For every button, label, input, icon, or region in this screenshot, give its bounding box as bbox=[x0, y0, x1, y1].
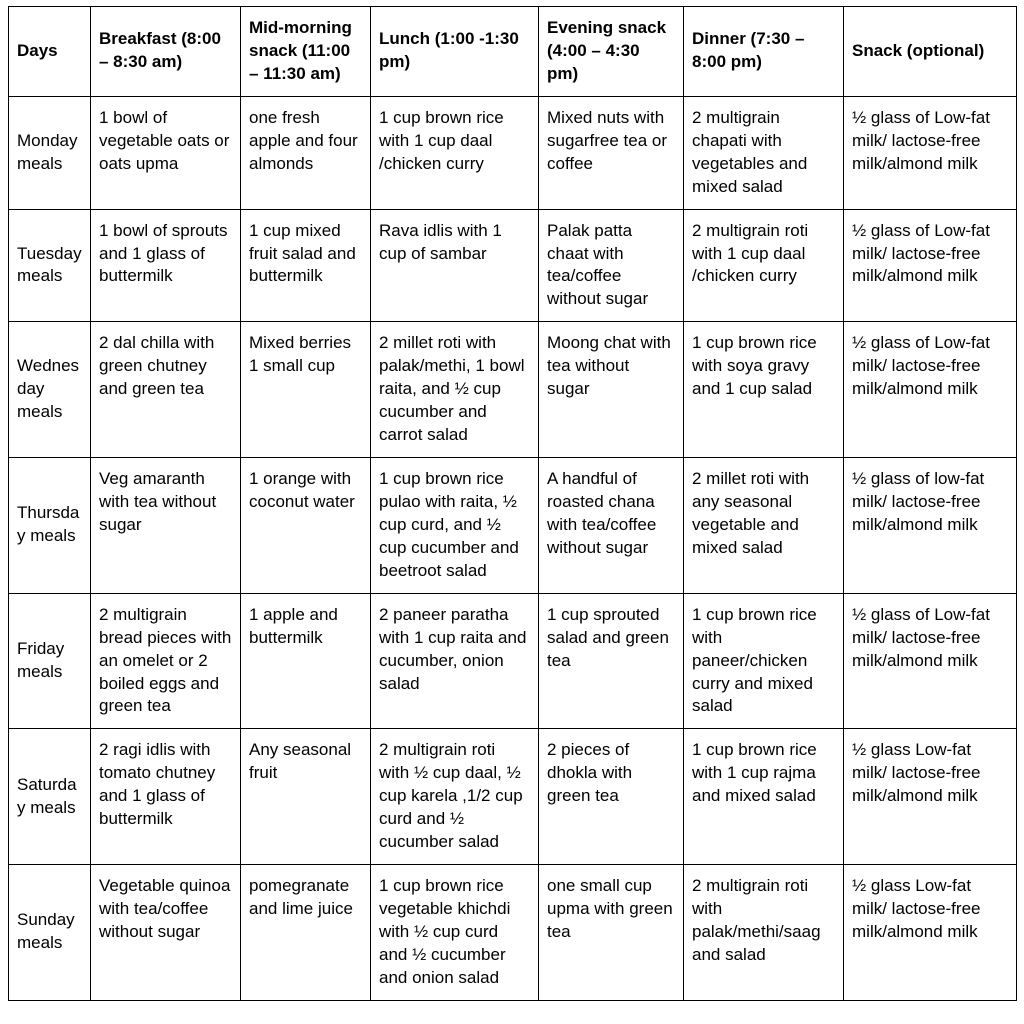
col-dinner: Dinner (7:30 – 8:00 pm) bbox=[684, 7, 844, 97]
col-optional-snack: Snack (optional) bbox=[844, 7, 1017, 97]
cell-breakfast: 1 bowl of sprouts and 1 glass of butterm… bbox=[91, 209, 241, 322]
table-body: Monday meals 1 bowl of vegetable oats or… bbox=[9, 96, 1017, 1000]
cell-breakfast: 2 dal chilla with green chutney and gree… bbox=[91, 322, 241, 458]
cell-mid-morning: pomegranate and lime juice bbox=[241, 865, 371, 1001]
cell-mid-morning: Mixed berries 1 small cup bbox=[241, 322, 371, 458]
cell-evening-snack: 2 pieces of dhokla with green tea bbox=[539, 729, 684, 865]
cell-evening-snack: Mixed nuts with sugarfree tea or coffee bbox=[539, 96, 684, 209]
header-row: Days Breakfast (8:00 – 8:30 am) Mid-morn… bbox=[9, 7, 1017, 97]
cell-optional-snack: ½ glass Low-fat milk/ lactose-free milk/… bbox=[844, 729, 1017, 865]
cell-breakfast: 2 multigrain bread pieces with an omelet… bbox=[91, 593, 241, 729]
cell-dinner: 2 multigrain chapati with vegetables and… bbox=[684, 96, 844, 209]
table-row: Wednesday meals 2 dal chilla with green … bbox=[9, 322, 1017, 458]
cell-dinner: 2 multigrain roti with 1 cup daal /chick… bbox=[684, 209, 844, 322]
cell-evening-snack: 1 cup sprouted salad and green tea bbox=[539, 593, 684, 729]
cell-optional-snack: ½ glass of Low-fat milk/ lactose-free mi… bbox=[844, 96, 1017, 209]
cell-lunch: 2 millet roti with palak/methi, 1 bowl r… bbox=[371, 322, 539, 458]
cell-day: Friday meals bbox=[9, 593, 91, 729]
cell-mid-morning: one fresh apple and four almonds bbox=[241, 96, 371, 209]
cell-dinner: 1 cup brown rice with soya gravy and 1 c… bbox=[684, 322, 844, 458]
col-mid-morning: Mid-morning snack (11:00 – 11:30 am) bbox=[241, 7, 371, 97]
col-days: Days bbox=[9, 7, 91, 97]
cell-evening-snack: A handful of roasted chana with tea/coff… bbox=[539, 458, 684, 594]
cell-mid-morning: Any seasonal fruit bbox=[241, 729, 371, 865]
table-row: Friday meals 2 multigrain bread pieces w… bbox=[9, 593, 1017, 729]
cell-lunch: 2 paneer paratha with 1 cup raita and cu… bbox=[371, 593, 539, 729]
cell-dinner: 2 multigrain roti with palak/methi/saag … bbox=[684, 865, 844, 1001]
cell-lunch: 2 multigrain roti with ½ cup daal, ½ cup… bbox=[371, 729, 539, 865]
col-breakfast: Breakfast (8:00 – 8:30 am) bbox=[91, 7, 241, 97]
cell-breakfast: Veg amaranth with tea without sugar bbox=[91, 458, 241, 594]
cell-optional-snack: ½ glass of low-fat milk/ lactose-free mi… bbox=[844, 458, 1017, 594]
cell-mid-morning: 1 cup mixed fruit salad and buttermilk bbox=[241, 209, 371, 322]
table-row: Thursday meals Veg amaranth with tea wit… bbox=[9, 458, 1017, 594]
table-row: Saturday meals 2 ragi idlis with tomato … bbox=[9, 729, 1017, 865]
cell-breakfast: 1 bowl of vegetable oats or oats upma bbox=[91, 96, 241, 209]
cell-mid-morning: 1 orange with coconut water bbox=[241, 458, 371, 594]
cell-evening-snack: one small cup upma with green tea bbox=[539, 865, 684, 1001]
cell-day: Thursday meals bbox=[9, 458, 91, 594]
table-row: Tuesday meals 1 bowl of sprouts and 1 gl… bbox=[9, 209, 1017, 322]
meal-plan-table: Days Breakfast (8:00 – 8:30 am) Mid-morn… bbox=[8, 6, 1017, 1001]
cell-evening-snack: Moong chat with tea without sugar bbox=[539, 322, 684, 458]
cell-day: Saturday meals bbox=[9, 729, 91, 865]
col-lunch: Lunch (1:00 -1:30 pm) bbox=[371, 7, 539, 97]
table-row: Monday meals 1 bowl of vegetable oats or… bbox=[9, 96, 1017, 209]
cell-day: Sunday meals bbox=[9, 865, 91, 1001]
cell-dinner: 2 millet roti with any seasonal vegetabl… bbox=[684, 458, 844, 594]
cell-dinner: 1 cup brown rice with paneer/chicken cur… bbox=[684, 593, 844, 729]
cell-day: Monday meals bbox=[9, 96, 91, 209]
cell-breakfast: 2 ragi idlis with tomato chutney and 1 g… bbox=[91, 729, 241, 865]
meal-plan-container: Days Breakfast (8:00 – 8:30 am) Mid-morn… bbox=[0, 0, 1024, 1007]
cell-optional-snack: ½ glass of Low-fat milk/ lactose-free mi… bbox=[844, 322, 1017, 458]
cell-dinner: 1 cup brown rice with 1 cup rajma and mi… bbox=[684, 729, 844, 865]
cell-mid-morning: 1 apple and buttermilk bbox=[241, 593, 371, 729]
cell-day: Tuesday meals bbox=[9, 209, 91, 322]
cell-lunch: 1 cup brown rice with 1 cup daal /chicke… bbox=[371, 96, 539, 209]
table-header: Days Breakfast (8:00 – 8:30 am) Mid-morn… bbox=[9, 7, 1017, 97]
col-evening-snack: Evening snack (4:00 – 4:30 pm) bbox=[539, 7, 684, 97]
cell-optional-snack: ½ glass of Low-fat milk/ lactose-free mi… bbox=[844, 209, 1017, 322]
cell-lunch: 1 cup brown rice pulao with raita, ½ cup… bbox=[371, 458, 539, 594]
table-row: Sunday meals Vegetable quinoa with tea/c… bbox=[9, 865, 1017, 1001]
cell-evening-snack: Palak patta chaat with tea/coffee withou… bbox=[539, 209, 684, 322]
cell-optional-snack: ½ glass of Low-fat milk/ lactose-free mi… bbox=[844, 593, 1017, 729]
cell-day: Wednesday meals bbox=[9, 322, 91, 458]
cell-lunch: 1 cup brown rice vegetable khichdi with … bbox=[371, 865, 539, 1001]
cell-breakfast: Vegetable quinoa with tea/coffee without… bbox=[91, 865, 241, 1001]
cell-lunch: Rava idlis with 1 cup of sambar bbox=[371, 209, 539, 322]
cell-optional-snack: ½ glass Low-fat milk/ lactose-free milk/… bbox=[844, 865, 1017, 1001]
